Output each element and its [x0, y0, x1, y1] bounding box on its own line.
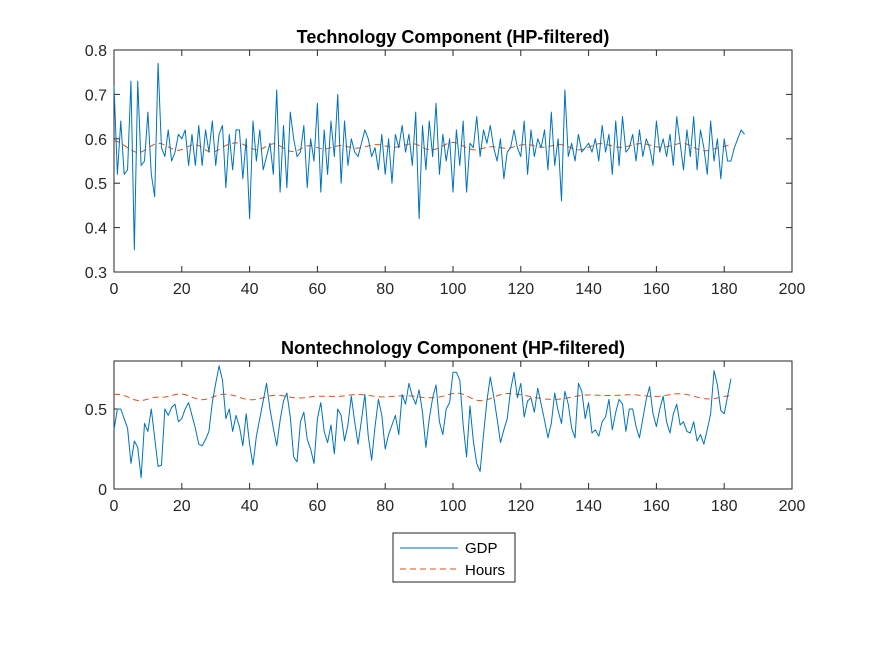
x-tick-label: 100	[440, 498, 467, 515]
series-line-gdp	[113, 365, 732, 479]
x-tick-label: 180	[711, 281, 738, 298]
x-tick-label: 40	[241, 498, 259, 515]
x-tick-label: 160	[643, 498, 670, 515]
x-axis: 0 20 40 60 80 100 120 140 160 180 200	[110, 50, 806, 298]
plot-title: Nontechnology Component (HP-filtered)	[281, 338, 625, 358]
series-line-hours	[113, 392, 732, 402]
nontechnology-component-plot: Nontechnology Component (HP-filtered) 0 2…	[85, 338, 806, 515]
series-layer	[113, 365, 732, 479]
y-tick-label: 0.4	[85, 221, 107, 238]
y-tick-label: 0.5	[85, 402, 107, 419]
x-tick-label: 60	[309, 281, 327, 298]
legend-gdp-label: GDP	[465, 540, 498, 557]
legend-hours-label: Hours	[465, 562, 505, 579]
x-tick-label: 200	[779, 498, 806, 515]
x-tick-label: 0	[110, 498, 119, 515]
x-tick-label: 180	[711, 498, 738, 515]
x-tick-label: 120	[507, 281, 534, 298]
x-tick-label: 200	[779, 281, 806, 298]
y-tick-label: 0.5	[85, 176, 107, 193]
x-tick-label: 80	[376, 281, 394, 298]
x-tick-label: 0	[110, 281, 119, 298]
x-tick-label: 140	[575, 498, 602, 515]
x-tick-label: 20	[173, 498, 191, 515]
y-tick-label: 0.8	[85, 43, 107, 60]
y-tick-label: 0.6	[85, 132, 107, 149]
series-layer	[113, 62, 745, 251]
x-tick-label: 60	[309, 498, 327, 515]
series-line-gdp	[113, 62, 745, 251]
legend: GDP Hours	[392, 532, 516, 583]
x-tick-label: 140	[575, 281, 602, 298]
x-tick-label: 80	[376, 498, 394, 515]
plot-frame	[113, 49, 793, 273]
x-axis: 0 20 40 60 80 100 120 140 160 180 200	[110, 361, 806, 515]
x-tick-label: 20	[173, 281, 191, 298]
x-tick-label: 120	[507, 498, 534, 515]
legend-box	[392, 532, 516, 583]
technology-component-plot: Technology Component (HP-filtered) 0 20 40…	[85, 27, 806, 298]
x-tick-label: 40	[241, 281, 259, 298]
x-tick-label: 100	[440, 281, 467, 298]
y-tick-label: 0.3	[85, 265, 107, 282]
plot-title: Technology Component (HP-filtered)	[297, 27, 610, 47]
y-tick-label: 0	[98, 482, 107, 499]
y-axis: 0.3 0.4 0.5 0.6 0.7 0.8	[85, 43, 792, 282]
plot-frame	[113, 360, 793, 490]
x-tick-label: 160	[643, 281, 670, 298]
y-tick-label: 0.7	[85, 87, 107, 104]
